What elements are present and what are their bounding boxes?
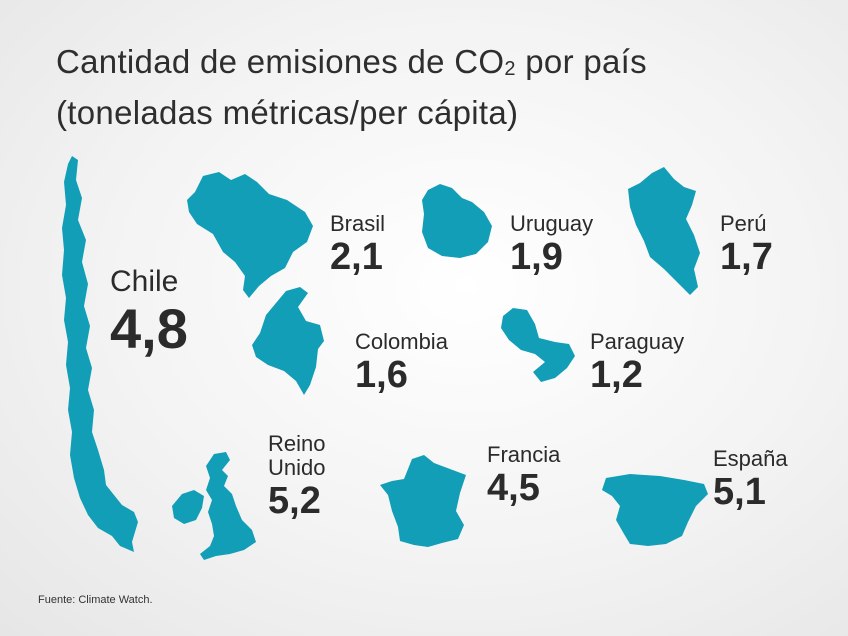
country-name: Chile (110, 265, 179, 298)
colombia-map-icon (250, 285, 328, 397)
chile-label: Chile 4,8 (110, 265, 188, 359)
colombia-label: Colombia 1,6 (355, 329, 448, 397)
country-name-line2: Unido (268, 455, 326, 480)
country-name: España (713, 446, 788, 471)
paraguay-map-icon (497, 306, 579, 388)
spain-label: España 5,1 (713, 446, 788, 514)
country-name: Colombia (355, 329, 448, 354)
country-name: Brasil (330, 211, 386, 236)
title-line-2: (toneladas métricas/per cápita) (56, 94, 519, 131)
title-line-1: Cantidad de emisiones de CO2 por país (56, 43, 647, 80)
spain-map-icon (600, 470, 712, 552)
country-value: 2,1 (330, 236, 383, 278)
brazil-map-icon (185, 168, 320, 303)
chile-map-icon (48, 150, 143, 555)
country-name: Uruguay (510, 211, 594, 236)
title-subscript: 2 (504, 58, 516, 80)
uk-map-icon (170, 450, 265, 562)
country-value: 4,8 (110, 297, 188, 360)
chart-title: Cantidad de emisiones de CO2 por país (t… (56, 40, 816, 135)
uk-label: Reino Unido 5,2 (268, 431, 326, 523)
peru-map-icon (624, 165, 704, 297)
country-name: Perú (720, 211, 767, 236)
paraguay-label: Paraguay 1,2 (590, 329, 685, 397)
france-label: Francia 4,5 (487, 442, 561, 510)
france-map-icon (378, 453, 478, 553)
country-value: 5,2 (268, 480, 321, 522)
country-value: 1,6 (355, 354, 408, 396)
source-note: Fuente: Climate Watch. (38, 594, 153, 606)
country-name: Paraguay (590, 329, 685, 354)
brazil-label: Brasil 2,1 (330, 211, 386, 279)
country-name: Reino (268, 431, 326, 456)
uruguay-label: Uruguay 1,9 (510, 211, 594, 279)
country-value: 4,5 (487, 467, 540, 509)
country-value: 1,7 (720, 236, 773, 278)
country-value: 5,1 (713, 471, 766, 513)
country-name: Francia (487, 442, 561, 467)
country-value: 1,9 (510, 236, 563, 278)
uruguay-map-icon (418, 182, 496, 260)
peru-label: Perú 1,7 (720, 211, 773, 279)
country-value: 1,2 (590, 354, 643, 396)
